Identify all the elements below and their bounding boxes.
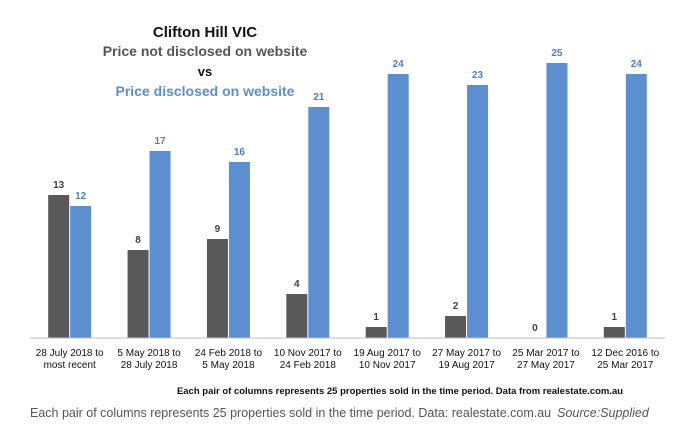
x-tick-label-6-line-1: 27 May 2017 to — [432, 348, 501, 359]
bars-group — [48, 63, 647, 338]
data-labels-group: 13 12 8 17 9 16 4 21 1 24 2 23 0 25 1 24 — [53, 48, 642, 334]
data-label-disclosed-5: 24 — [393, 59, 405, 70]
caption-source: Source:Supplied — [557, 406, 649, 420]
image-caption: Each pair of columns represents 25 prope… — [30, 406, 680, 420]
bar-disclosed-5 — [387, 74, 409, 338]
bar-not-disclosed-3 — [206, 239, 228, 338]
x-tick-label-7-line-1: 25 Mar 2017 to — [512, 348, 580, 359]
title-line-2: Price not disclosed on website — [103, 43, 308, 59]
data-label-not-disclosed-1: 13 — [53, 180, 65, 191]
x-tick-label-2-line-2: 28 July 2018 — [121, 360, 178, 371]
bar-disclosed-1 — [70, 206, 92, 338]
data-label-not-disclosed-7: 0 — [532, 323, 538, 334]
chart-title: Clifton Hill VIC Price not disclosed on … — [103, 24, 308, 99]
x-tick-label-8-line-1: 12 Dec 2016 to — [591, 348, 659, 359]
bar-not-disclosed-8 — [603, 327, 625, 338]
data-label-not-disclosed-3: 9 — [215, 224, 221, 235]
data-label-disclosed-6: 23 — [472, 70, 484, 81]
data-label-not-disclosed-4: 4 — [294, 279, 300, 290]
bar-disclosed-8 — [625, 74, 647, 338]
bar-disclosed-2 — [149, 151, 171, 338]
data-label-not-disclosed-2: 8 — [135, 235, 141, 246]
data-label-not-disclosed-8: 1 — [612, 312, 618, 323]
chart-footnote: Each pair of columns represents 25 prope… — [177, 386, 623, 397]
bar-not-disclosed-1 — [48, 195, 70, 338]
data-label-disclosed-8: 24 — [631, 59, 643, 70]
bar-disclosed-4 — [308, 107, 330, 338]
data-label-disclosed-7: 25 — [551, 48, 563, 59]
x-tick-label-3-line-1: 24 Feb 2018 to — [195, 348, 263, 359]
bar-not-disclosed-6 — [445, 316, 467, 338]
data-label-disclosed-1: 12 — [75, 191, 87, 202]
x-tick-label-2-line-1: 5 May 2018 to — [117, 348, 181, 359]
title-line-1: Clifton Hill VIC — [153, 24, 257, 41]
title-line-3: vs — [198, 64, 212, 79]
bar-disclosed-3 — [228, 162, 250, 338]
x-tick-label-3-line-2: 5 May 2018 — [202, 360, 255, 371]
x-tick-label-1-line-2: most recent — [44, 360, 96, 371]
x-tick-label-8-line-2: 25 Mar 2017 — [597, 360, 654, 371]
bar-not-disclosed-2 — [127, 250, 149, 338]
x-tick-label-7-line-2: 27 May 2017 — [517, 360, 575, 371]
title-line-4: Price disclosed on website — [116, 83, 295, 99]
data-label-not-disclosed-5: 1 — [373, 312, 379, 323]
data-label-not-disclosed-6: 2 — [453, 301, 459, 312]
x-tick-label-6-line-2: 19 Aug 2017 — [438, 360, 495, 371]
x-tick-label-1-line-1: 28 July 2018 to — [36, 348, 104, 359]
bar-not-disclosed-4 — [286, 294, 308, 338]
bar-not-disclosed-5 — [365, 327, 387, 338]
x-tick-label-5-line-1: 19 Aug 2017 to — [354, 348, 422, 359]
x-tick-label-4-line-1: 10 Nov 2017 to — [274, 348, 342, 359]
bar-disclosed-6 — [467, 85, 489, 338]
data-label-disclosed-2: 17 — [154, 136, 166, 147]
x-tick-label-4-line-2: 24 Feb 2018 — [280, 360, 337, 371]
bar-chart: Clifton Hill VIC Price not disclosed on … — [30, 24, 665, 397]
data-label-disclosed-3: 16 — [234, 147, 246, 158]
data-label-disclosed-4: 21 — [313, 92, 325, 103]
caption-text: Each pair of columns represents 25 prope… — [30, 406, 552, 420]
x-tick-label-5-line-2: 10 Nov 2017 — [359, 360, 416, 371]
bar-disclosed-7 — [546, 63, 568, 338]
